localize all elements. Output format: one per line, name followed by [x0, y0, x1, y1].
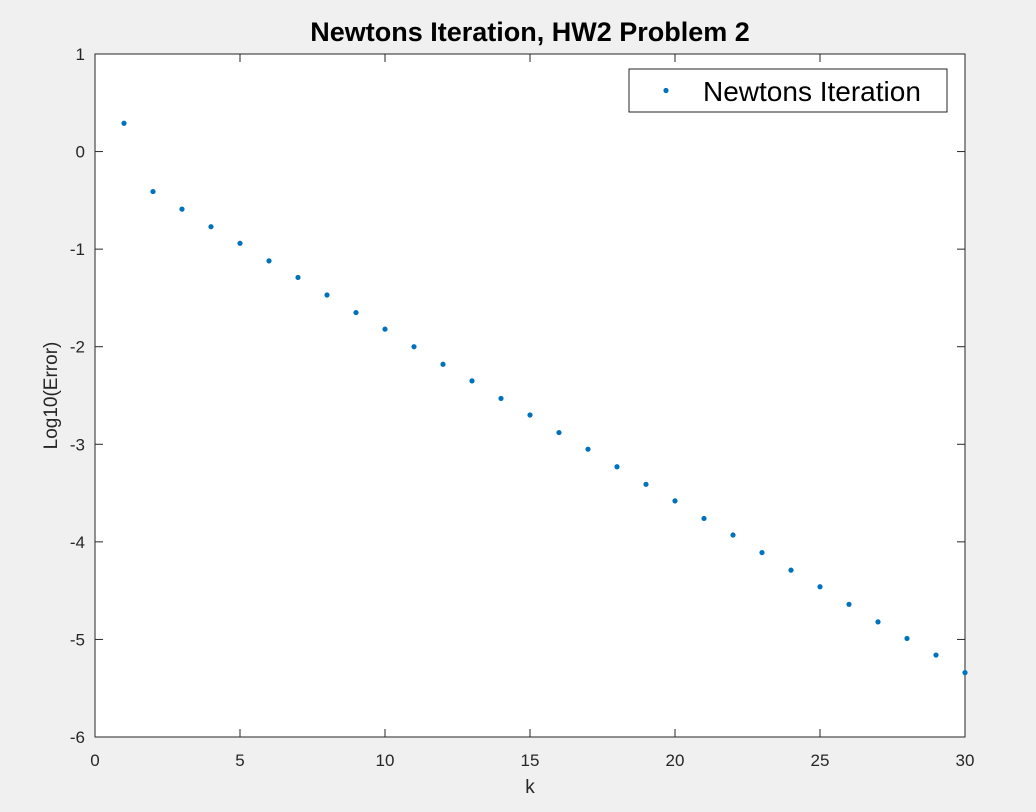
data-point — [121, 120, 127, 126]
y-tick-label: -1 — [70, 240, 85, 259]
data-point — [324, 292, 330, 298]
data-point — [585, 446, 591, 452]
x-tick-label: 20 — [666, 751, 685, 770]
data-point — [179, 206, 185, 212]
data-point — [440, 361, 446, 367]
data-point — [556, 429, 562, 436]
data-point — [846, 601, 852, 607]
data-point — [962, 670, 968, 676]
y-tick-label: -4 — [70, 533, 85, 552]
data-point — [817, 584, 823, 590]
data-series — [121, 120, 968, 676]
x-tick-label: 25 — [811, 751, 830, 770]
data-point — [643, 481, 649, 487]
legend-marker — [663, 87, 669, 94]
data-point — [904, 635, 910, 642]
data-point — [875, 619, 881, 625]
data-point — [730, 532, 736, 538]
x-tick-label: 5 — [235, 751, 244, 770]
data-point — [150, 188, 156, 195]
data-point — [759, 549, 765, 556]
data-point — [788, 567, 794, 573]
data-point — [295, 274, 301, 281]
data-point — [701, 515, 707, 522]
x-axis: 0 5 10 15 20 25 30 — [90, 54, 974, 770]
y-tick-label: -5 — [70, 630, 85, 649]
x-tick-label: 0 — [90, 751, 99, 770]
plot-area — [94, 53, 966, 738]
y-tick-label: -6 — [70, 728, 85, 747]
legend: Newtons Iteration — [628, 68, 948, 113]
legend-label: Newtons Iteration — [703, 76, 921, 107]
y-axis-title: Log10(Error) — [41, 342, 62, 450]
data-point — [382, 326, 388, 332]
x-tick-label: 15 — [521, 751, 540, 770]
data-point — [527, 412, 533, 418]
data-point — [237, 240, 243, 246]
x-axis-title: k — [525, 777, 535, 798]
data-point — [469, 378, 475, 384]
data-point — [614, 464, 620, 470]
data-point — [498, 395, 504, 402]
data-point — [411, 344, 417, 350]
data-point — [933, 652, 939, 658]
y-tick-label: 1 — [76, 45, 85, 64]
data-point — [353, 309, 359, 316]
x-tick-label: 30 — [956, 751, 975, 770]
y-axis: 1 0 -1 -2 -3 -4 -5 -6 — [70, 45, 965, 747]
y-tick-label: -2 — [70, 338, 85, 357]
chart-title: Newtons Iteration, HW2 Problem 2 — [310, 17, 750, 47]
data-point — [208, 224, 214, 230]
y-tick-label: -3 — [70, 435, 85, 454]
y-tick-label: 0 — [76, 143, 85, 162]
data-point — [266, 258, 272, 264]
x-tick-label: 10 — [376, 751, 395, 770]
legend-box — [628, 68, 948, 113]
data-point — [672, 498, 678, 504]
